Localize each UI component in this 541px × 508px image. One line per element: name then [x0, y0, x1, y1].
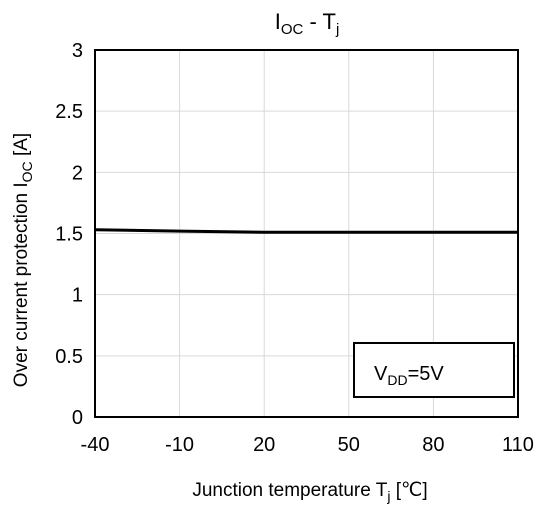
x-axis-title: Junction temperature Tj [℃] [192, 480, 427, 504]
y-axis-title: Over current protection IOC [A] [11, 133, 35, 387]
y-tick-label: 1.5 [55, 224, 83, 246]
x-tick-label: 20 [253, 434, 275, 456]
x-axis-title-unit: [℃] [390, 480, 427, 501]
chart-title: IOC - Tj [275, 9, 340, 38]
annotation-rest: =5V [408, 363, 445, 385]
x-tick-label: 50 [338, 434, 360, 456]
y-tick-labels: 0 0.5 1 1.5 2 2.5 3 [55, 40, 83, 429]
annotation-main: V [374, 363, 388, 385]
series-line [94, 228, 518, 234]
y-axis-title-unit: [A] [11, 133, 32, 162]
annotation-sub: DD [387, 372, 407, 388]
y-tick-label: 1 [72, 285, 83, 307]
y-tick-label: 3 [72, 40, 83, 62]
y-axis-title-sub: OC [19, 161, 35, 182]
x-tick-label: -40 [81, 434, 110, 456]
y-tick-label: 0 [72, 407, 83, 429]
y-tick-label: 0.5 [55, 346, 83, 368]
x-axis-title-main: Junction temperature T [192, 480, 387, 501]
y-tick-label: 2.5 [55, 101, 83, 123]
annotation-box [353, 342, 515, 398]
chart-title-mid: - T [303, 9, 336, 34]
chart-title-main: I [275, 9, 281, 34]
chart-title-sub: OC [281, 21, 304, 38]
annotation-text: VDD=5V [374, 363, 444, 388]
y-axis-title-main: Over current protection I [11, 182, 32, 387]
x-tick-label: -10 [165, 434, 194, 456]
plot-area-border [94, 49, 519, 418]
chart-title-sub2: j [335, 21, 339, 38]
x-tick-label: 80 [422, 434, 444, 456]
condition-annotation: VDD=5V [353, 342, 515, 398]
x-tick-label: 110 [502, 434, 534, 456]
x-tick-labels: -40 -10 20 50 80 110 [81, 434, 534, 456]
x-axis-title-sub: j [386, 488, 390, 504]
y-tick-label: 2 [72, 162, 83, 184]
series-layer [94, 228, 518, 234]
